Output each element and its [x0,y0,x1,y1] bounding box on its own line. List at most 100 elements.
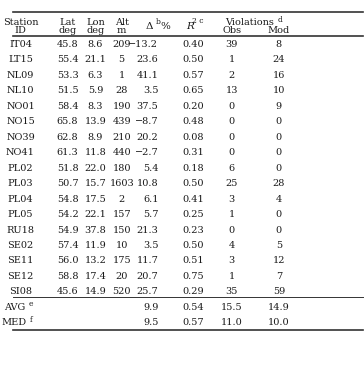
Text: 6: 6 [229,164,235,173]
Text: 209: 209 [112,40,131,49]
Text: 8.6: 8.6 [88,40,103,49]
Text: 58.4: 58.4 [57,102,78,111]
Text: 0.57: 0.57 [182,318,204,327]
Text: 3: 3 [229,195,235,204]
Text: 35: 35 [226,288,238,296]
Text: 0.57: 0.57 [182,71,204,80]
Text: 0.75: 0.75 [182,272,204,281]
Text: 440: 440 [112,148,131,157]
Text: 0: 0 [276,148,282,157]
Text: 54.2: 54.2 [57,210,79,219]
Text: 190: 190 [112,102,131,111]
Text: NL10: NL10 [7,86,34,95]
Text: 11.7: 11.7 [136,256,158,266]
Text: 0: 0 [229,148,235,157]
Text: 5: 5 [119,55,125,65]
Text: SE02: SE02 [7,241,33,250]
Text: %: % [161,22,170,31]
Text: Violations: Violations [226,18,274,27]
Text: 7: 7 [276,272,282,281]
Text: 50.7: 50.7 [57,179,78,188]
Text: 9.5: 9.5 [143,318,158,327]
Text: LT15: LT15 [8,55,33,65]
Text: 54.8: 54.8 [57,195,78,204]
Text: 4: 4 [276,195,282,204]
Text: 9.9: 9.9 [143,303,158,312]
Text: 10: 10 [115,241,128,250]
Text: 0: 0 [229,226,235,234]
Text: 58.8: 58.8 [57,272,78,281]
Text: ID: ID [15,26,27,35]
Text: 25: 25 [226,179,238,188]
Text: m: m [117,26,126,35]
Text: 56.0: 56.0 [57,256,78,266]
Text: 210: 210 [112,133,131,142]
Text: 0: 0 [276,210,282,219]
Text: 10: 10 [273,86,285,95]
Text: 0.51: 0.51 [182,256,204,266]
Text: NO41: NO41 [6,148,35,157]
Text: 0.25: 0.25 [182,210,204,219]
Text: Alt: Alt [115,18,129,27]
Text: 55.4: 55.4 [57,55,78,65]
Text: 22.0: 22.0 [85,164,106,173]
Text: 180: 180 [112,164,131,173]
Text: RU18: RU18 [7,226,35,234]
Text: 2: 2 [119,195,125,204]
Text: 65.8: 65.8 [57,117,78,126]
Text: 62.8: 62.8 [57,133,78,142]
Text: deg: deg [86,26,105,35]
Text: 150: 150 [112,226,131,234]
Text: Lat: Lat [59,18,76,27]
Text: 15.5: 15.5 [221,303,242,312]
Text: 22.1: 22.1 [84,210,107,219]
Text: 5: 5 [276,241,282,250]
Text: 23.6: 23.6 [136,55,158,65]
Text: SI08: SI08 [9,288,32,296]
Text: −13.2: −13.2 [128,40,158,49]
Text: 11.0: 11.0 [221,318,242,327]
Text: 175: 175 [112,256,131,266]
Text: 3: 3 [229,256,235,266]
Text: NO01: NO01 [6,102,35,111]
Text: 21.1: 21.1 [84,55,107,65]
Text: AVG: AVG [4,303,25,312]
Text: 14.9: 14.9 [85,288,106,296]
Text: 5.7: 5.7 [143,210,158,219]
Text: 11.8: 11.8 [85,148,106,157]
Text: 439: 439 [112,117,131,126]
Text: 10.0: 10.0 [268,318,290,327]
Text: 54.9: 54.9 [57,226,78,234]
Text: PL03: PL03 [8,179,33,188]
Text: 0.50: 0.50 [182,55,204,65]
Text: 28: 28 [273,179,285,188]
Text: NO15: NO15 [6,117,35,126]
Text: 0: 0 [229,117,235,126]
Text: Δ: Δ [146,22,153,31]
Text: PL04: PL04 [8,195,33,204]
Text: 0: 0 [229,102,235,111]
Text: 37.8: 37.8 [85,226,106,234]
Text: 4: 4 [229,241,235,250]
Text: 59: 59 [273,288,285,296]
Text: 0.50: 0.50 [182,241,204,250]
Text: 45.8: 45.8 [57,40,78,49]
Text: 17.4: 17.4 [84,272,107,281]
Text: e: e [29,300,33,308]
Text: 20.7: 20.7 [136,272,158,281]
Text: 0.31: 0.31 [182,148,204,157]
Text: Obs: Obs [222,26,241,35]
Text: 0: 0 [276,164,282,173]
Text: 0.23: 0.23 [182,226,204,234]
Text: 16: 16 [273,71,285,80]
Text: 17.5: 17.5 [85,195,106,204]
Text: 0.29: 0.29 [182,288,204,296]
Text: 9: 9 [276,102,282,111]
Text: 1: 1 [229,210,235,219]
Text: 1: 1 [119,71,125,80]
Text: 8: 8 [276,40,282,49]
Text: 51.8: 51.8 [57,164,78,173]
Text: Station: Station [3,18,38,27]
Text: NO39: NO39 [6,133,35,142]
Text: 8.9: 8.9 [88,133,103,142]
